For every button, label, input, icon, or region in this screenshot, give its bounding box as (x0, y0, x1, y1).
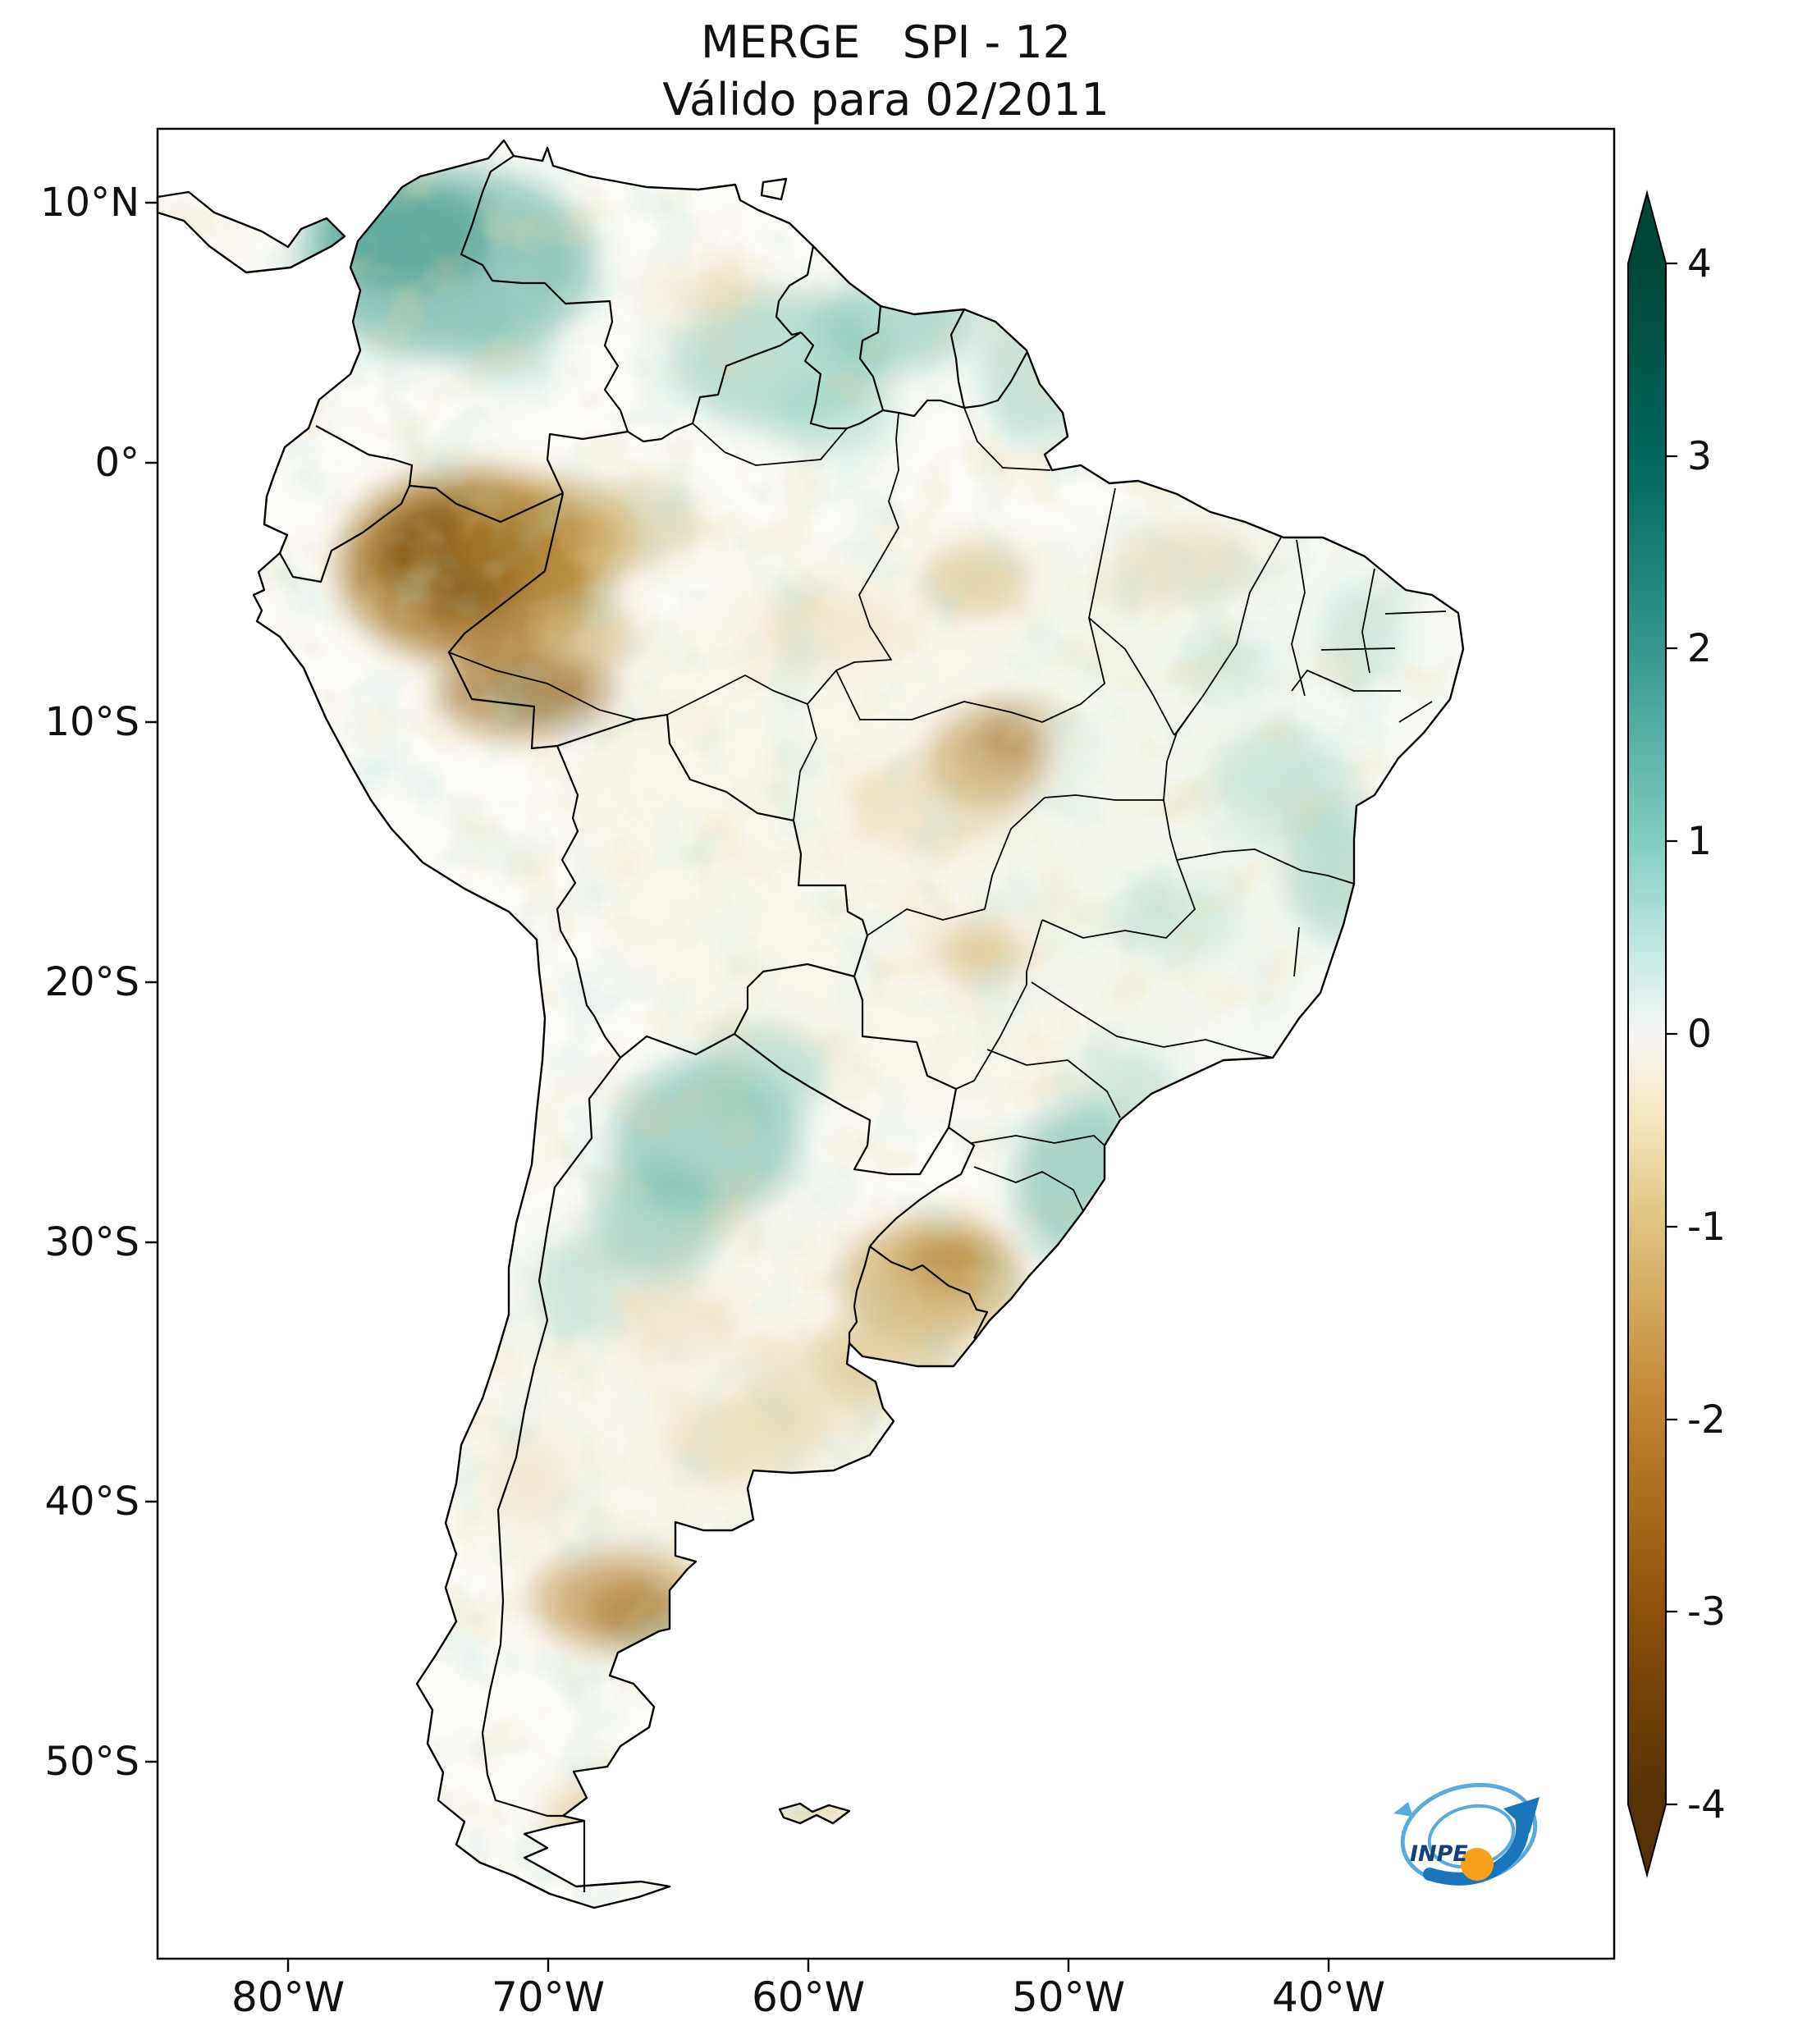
ytick-10n: 10°N (40, 180, 140, 226)
figure-title: MERGE SPI - 12 (701, 16, 1071, 68)
cbtick-m1: -1 (1687, 1205, 1726, 1250)
cbtick-m2: -2 (1687, 1397, 1726, 1443)
inpe-logo-swirl-arrowhead (1393, 1802, 1413, 1817)
plot-frame (156, 127, 1616, 1960)
spi-anomaly-field (158, 140, 1463, 1908)
country-borders (279, 155, 1027, 1892)
xtick-70w: 70°W (491, 1973, 606, 2021)
ytick-40s: 40°S (44, 1479, 140, 1525)
inpe-logo-arrowhead (1503, 1797, 1540, 1833)
ytick-0: 0° (94, 440, 140, 486)
cbtick-3: 3 (1687, 434, 1712, 479)
colorbar-gradient (1627, 190, 1667, 1878)
colorbar-tick-marks (1666, 262, 1677, 1806)
cbtick-m4: -4 (1687, 1782, 1726, 1827)
colorbar (1627, 190, 1677, 1878)
figure-subtitle: Válido para 02/2011 (662, 74, 1109, 126)
ytick-20s: 20°S (44, 959, 140, 1005)
ytick-10s: 10°S (44, 699, 140, 745)
xtick-50w: 50°W (1011, 1973, 1126, 2021)
inpe-logo-orange-dot (1461, 1848, 1494, 1881)
ytick-30s: 30°S (44, 1219, 140, 1265)
inpe-logo-arr (1423, 1810, 1530, 1886)
xtick-80w: 80°W (231, 1973, 345, 2021)
state-borders (448, 407, 1447, 1212)
coastline (156, 139, 1465, 1909)
cbtick-1: 1 (1687, 819, 1712, 864)
cbtick-0: 0 (1687, 1012, 1712, 1057)
cbtick-4: 4 (1687, 241, 1712, 286)
wet-speckle-texture (158, 140, 1463, 1908)
xtick-40w: 40°W (1271, 1973, 1386, 2021)
xtick-60w: 60°W (751, 1973, 866, 2021)
ytick-50s: 50°S (44, 1739, 140, 1785)
inpe-logo-text: INPE (1410, 1841, 1468, 1867)
inpe-logo: INPE (1393, 1782, 1540, 1886)
cbtick-2: 2 (1687, 626, 1712, 671)
cbtick-m3: -3 (1687, 1589, 1726, 1635)
axis-tick-marks (145, 201, 1330, 1972)
